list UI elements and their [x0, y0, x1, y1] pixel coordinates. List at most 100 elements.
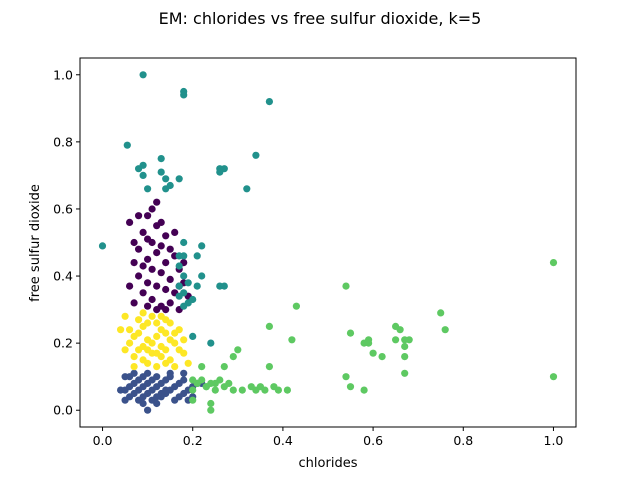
- point-cluster-4-29: [342, 373, 350, 381]
- point-cluster-2-12: [148, 295, 156, 304]
- point-cluster-4-37: [378, 353, 386, 361]
- point-cluster-3-27: [180, 272, 188, 280]
- point-cluster-2-35: [144, 302, 152, 310]
- point-cluster-3-26: [175, 262, 183, 270]
- point-cluster-4-5: [211, 386, 219, 394]
- point-cluster-3-7: [139, 161, 147, 169]
- point-cluster-3-12: [175, 175, 183, 183]
- point-cluster-1-29: [135, 329, 143, 337]
- point-cluster-1-41: [153, 349, 161, 357]
- point-cluster-3-37: [189, 332, 197, 340]
- point-cluster-0-40: [144, 406, 152, 414]
- point-cluster-2-22: [166, 275, 174, 283]
- point-cluster-3-8: [157, 155, 165, 163]
- point-cluster-4-20: [261, 386, 269, 394]
- point-cluster-4-2: [198, 376, 206, 384]
- point-cluster-4-8: [225, 379, 233, 387]
- y-axis-label: free sulfur dioxide: [28, 184, 43, 302]
- point-cluster-4-53: [202, 383, 210, 391]
- point-cluster-2-32: [130, 299, 138, 307]
- point-cluster-2-7: [144, 255, 152, 263]
- point-cluster-4-46: [437, 309, 445, 317]
- point-cluster-4-14: [229, 353, 237, 361]
- y-tick-label: 0.8: [53, 134, 73, 149]
- point-cluster-3-0: [98, 242, 107, 250]
- point-cluster-3-36: [198, 272, 206, 280]
- point-cluster-2-34: [139, 262, 147, 270]
- point-cluster-2-36: [148, 205, 156, 213]
- point-cluster-1-28: [121, 346, 129, 354]
- point-cluster-1-24: [166, 336, 174, 344]
- point-cluster-1-33: [153, 363, 161, 371]
- point-cluster-4-9: [229, 386, 237, 394]
- point-cluster-3-1: [123, 141, 131, 149]
- x-tick-label: 0.8: [453, 433, 473, 448]
- point-cluster-2-20: [162, 259, 170, 267]
- point-cluster-3-18: [216, 168, 224, 176]
- point-cluster-3-20: [243, 185, 251, 193]
- point-cluster-0-15: [130, 369, 138, 377]
- point-cluster-1-40: [139, 309, 147, 317]
- point-cluster-3-22: [198, 242, 206, 250]
- point-cluster-2-5: [139, 289, 147, 297]
- point-cluster-2-16: [157, 269, 165, 277]
- point-cluster-2-6: [139, 228, 147, 236]
- x-tick-label: 1.0: [544, 433, 564, 448]
- point-cluster-1-34: [157, 326, 165, 334]
- point-cluster-4-27: [288, 336, 296, 344]
- point-cluster-4-49: [549, 373, 558, 381]
- point-cluster-1-0: [117, 326, 125, 334]
- points-layer: [98, 71, 558, 414]
- point-cluster-2-43: [153, 198, 161, 206]
- point-cluster-2-44: [144, 235, 152, 243]
- point-cluster-1-36: [166, 319, 174, 327]
- point-cluster-4-26: [292, 302, 300, 310]
- point-cluster-1-35: [162, 346, 170, 354]
- point-cluster-4-15: [234, 346, 242, 354]
- x-tick-label: 0.2: [183, 433, 203, 448]
- point-cluster-4-43: [401, 353, 409, 361]
- point-cluster-2-38: [157, 218, 165, 226]
- plot-frame: [79, 57, 577, 428]
- point-cluster-0-45: [117, 386, 125, 394]
- point-cluster-3-2: [139, 71, 147, 79]
- point-cluster-4-31: [346, 329, 355, 337]
- point-cluster-4-51: [189, 376, 197, 384]
- point-cluster-1-39: [180, 336, 188, 344]
- point-cluster-2-1: [130, 238, 138, 247]
- point-cluster-0-13: [180, 376, 188, 384]
- point-cluster-0-44: [121, 373, 129, 381]
- point-cluster-2-41: [171, 228, 179, 236]
- point-cluster-4-22: [274, 386, 282, 394]
- y-tick-label: 0.6: [53, 201, 73, 216]
- point-cluster-1-2: [126, 339, 134, 347]
- point-cluster-3-15: [162, 185, 170, 193]
- y-axis: 0.0 0.2 0.4 0.6 0.8 1.0: [53, 67, 80, 418]
- point-cluster-0-39: [162, 386, 170, 394]
- point-cluster-4-28: [342, 282, 350, 290]
- point-cluster-3-14: [144, 185, 152, 193]
- x-axis: 0.0 0.2 0.4 0.6 0.8 1.0: [93, 427, 564, 448]
- point-cluster-4-16: [238, 386, 246, 394]
- point-cluster-3-10: [139, 171, 147, 179]
- point-cluster-1-25: [171, 363, 179, 371]
- point-cluster-4-35: [365, 339, 373, 347]
- point-cluster-4-10: [207, 406, 215, 414]
- point-cluster-2-3: [135, 272, 143, 280]
- point-cluster-2-39: [162, 306, 170, 314]
- point-cluster-3-25: [180, 252, 188, 260]
- point-cluster-4-12: [198, 363, 206, 371]
- point-cluster-1-31: [144, 319, 152, 327]
- point-cluster-3-38: [207, 339, 215, 347]
- point-cluster-4-32: [360, 386, 368, 394]
- point-cluster-1-8: [153, 319, 161, 327]
- x-tick-label: 0.4: [273, 433, 293, 448]
- point-cluster-1-43: [157, 312, 165, 320]
- y-tick-label: 1.0: [53, 67, 73, 82]
- point-cluster-3-23: [193, 252, 201, 260]
- point-cluster-1-17: [135, 316, 143, 324]
- point-cluster-4-25: [265, 322, 273, 330]
- x-tick-label: 0.6: [363, 433, 383, 448]
- point-cluster-3-21: [180, 238, 188, 247]
